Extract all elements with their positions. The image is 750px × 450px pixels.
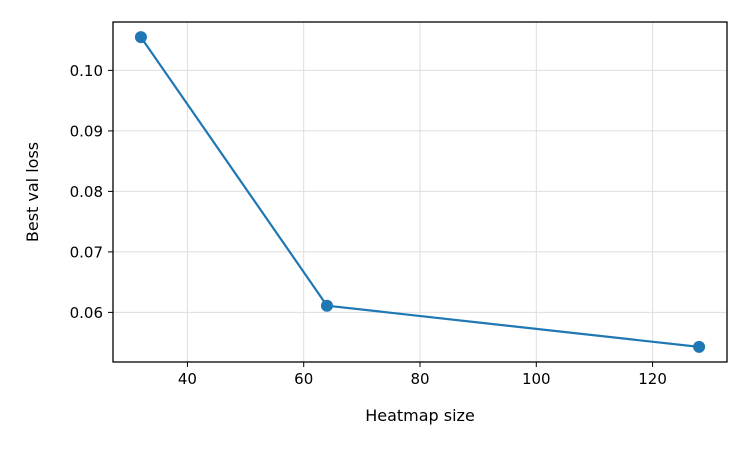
y-tick-label: 0.09	[70, 122, 103, 140]
x-tick-label: 40	[178, 370, 197, 388]
data-point	[693, 340, 706, 353]
grid	[113, 22, 727, 362]
x-tick-label: 80	[410, 370, 429, 388]
y-tick-label: 0.08	[70, 183, 103, 201]
data-point	[134, 31, 147, 44]
data-point	[320, 299, 333, 312]
ticks: 40 60 80 100 120 0.06 0.07 0.08 0.09 0.10	[70, 62, 667, 388]
x-tick-label: 120	[638, 370, 667, 388]
x-tick-label: 60	[294, 370, 313, 388]
x-axis-title: Heatmap size	[365, 406, 475, 425]
y-tick-label: 0.07	[70, 243, 103, 261]
y-tick-label: 0.10	[70, 62, 103, 80]
y-tick-label: 0.06	[70, 304, 103, 322]
series-layer	[134, 31, 706, 353]
y-axis-title: Best val loss	[23, 142, 42, 242]
x-tick-label: 100	[522, 370, 551, 388]
